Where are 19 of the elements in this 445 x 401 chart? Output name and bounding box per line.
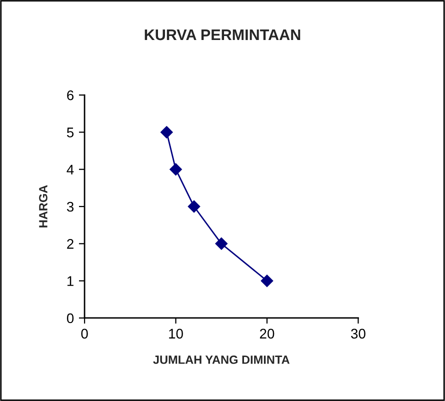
point <box>215 238 228 250</box>
x-tick-label: 20 <box>260 328 274 339</box>
point <box>188 200 200 213</box>
point <box>260 274 274 287</box>
y-tick-label: 1 <box>67 276 74 286</box>
point <box>170 163 182 176</box>
x-tick-label: 0 <box>81 328 88 339</box>
y-tick-label: 0 <box>66 313 74 324</box>
chart-title: KURVA PERMINTAAN <box>144 30 300 40</box>
x-tick-label: 10 <box>169 328 183 339</box>
y-tick-label: 4 <box>66 164 74 174</box>
y-tick-label: 5 <box>66 128 74 138</box>
x-tick-label: 30 <box>351 328 366 339</box>
y-tick-label: 6 <box>67 90 74 100</box>
point <box>160 126 173 138</box>
y-axis-title: HARGA <box>39 185 48 228</box>
y-tick-label: 3 <box>66 202 74 212</box>
y-tick-label: 2 <box>67 239 74 249</box>
x-axis-title: JUMLAH YANG DIMINTA <box>153 356 290 364</box>
